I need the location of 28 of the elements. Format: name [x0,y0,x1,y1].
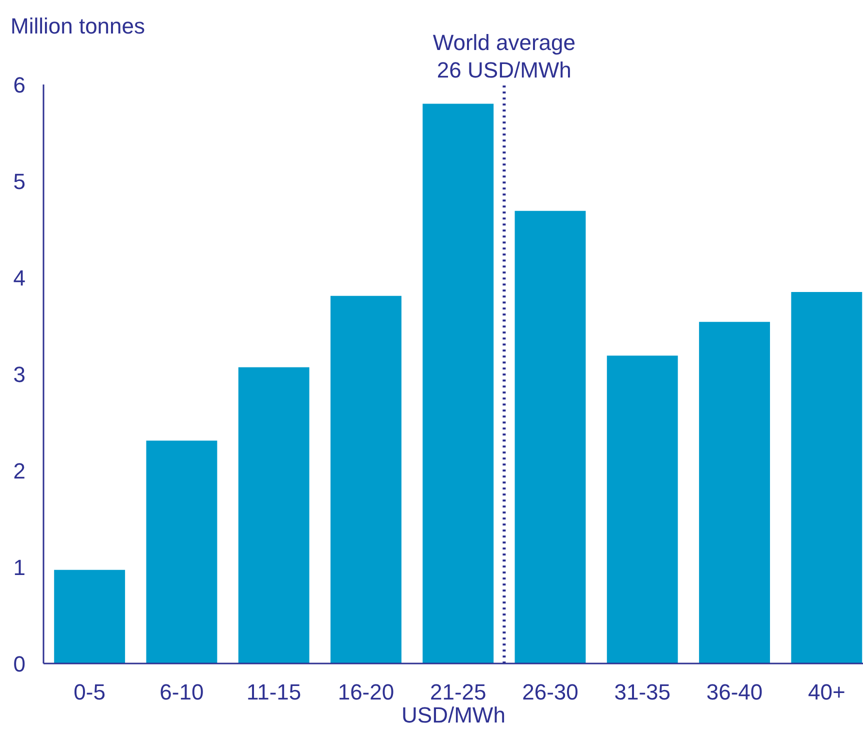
x-tick-label: 0-5 [74,680,106,704]
x-tick-label: 11-15 [246,680,302,704]
bar [514,210,586,664]
bar [422,104,494,664]
x-tick-label: 26-30 [522,680,578,704]
bar [54,570,126,664]
x-tick-label: 6-10 [160,680,204,704]
x-tick-label: 16-20 [338,680,394,704]
y-tick-label: 6 [13,72,26,98]
y-tick-label: 5 [13,169,26,194]
bar [146,440,218,664]
x-axis-title: USD/MWh [402,702,506,728]
x-tick-label: 36-40 [706,680,763,704]
y-axis-title: Million tonnes [10,14,146,38]
y-tick-label: 2 [13,458,26,484]
ref-line-label: World average 26 USD/MWh [432,30,576,82]
bar [330,296,402,664]
y-tick-label: 4 [13,266,26,290]
y-tick-label: 1 [13,555,26,580]
bar [791,292,862,664]
x-tick-label: 40+ [808,680,846,704]
x-tick-label: 21-25 [430,680,486,704]
bar [699,322,770,664]
bar [606,356,678,664]
y-tick-label: 0 [13,652,26,676]
y-tick-label: 3 [13,362,26,387]
bar [238,367,310,664]
x-tick-label: 31-35 [614,680,671,704]
